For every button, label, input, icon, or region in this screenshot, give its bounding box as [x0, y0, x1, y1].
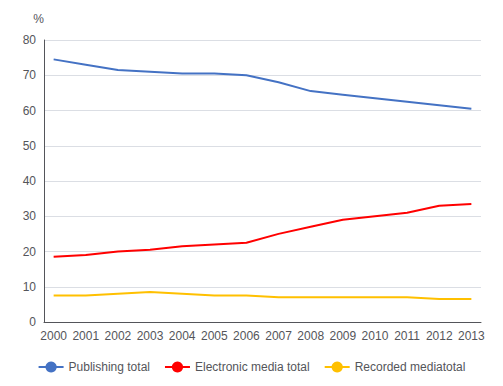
svg-text:2002: 2002	[105, 329, 132, 343]
svg-text:80: 80	[23, 33, 37, 47]
svg-text:2000: 2000	[40, 329, 67, 343]
svg-text:2004: 2004	[169, 329, 196, 343]
svg-text:2011: 2011	[394, 329, 420, 343]
svg-text:Publishing total: Publishing total	[69, 360, 150, 374]
svg-text:2001: 2001	[72, 329, 99, 343]
svg-text:30: 30	[23, 209, 37, 223]
svg-text:10: 10	[23, 280, 37, 294]
svg-text:2012: 2012	[426, 329, 453, 343]
svg-text:70: 70	[23, 68, 37, 82]
svg-text:20: 20	[23, 245, 37, 259]
svg-text:2005: 2005	[201, 329, 228, 343]
svg-text:2007: 2007	[265, 329, 292, 343]
svg-text:50: 50	[23, 139, 37, 153]
svg-text:2009: 2009	[329, 329, 356, 343]
svg-text:2006: 2006	[233, 329, 260, 343]
svg-text:2013: 2013	[458, 329, 485, 343]
svg-text:%: %	[33, 12, 44, 26]
svg-text:2008: 2008	[297, 329, 324, 343]
svg-text:0: 0	[29, 315, 36, 329]
svg-text:Recorded mediatotal: Recorded mediatotal	[355, 360, 466, 374]
svg-text:60: 60	[23, 104, 37, 118]
svg-text:2010: 2010	[362, 329, 389, 343]
svg-text:40: 40	[23, 174, 37, 188]
svg-text:2003: 2003	[137, 329, 164, 343]
svg-text:Electronic media total: Electronic media total	[195, 360, 310, 374]
